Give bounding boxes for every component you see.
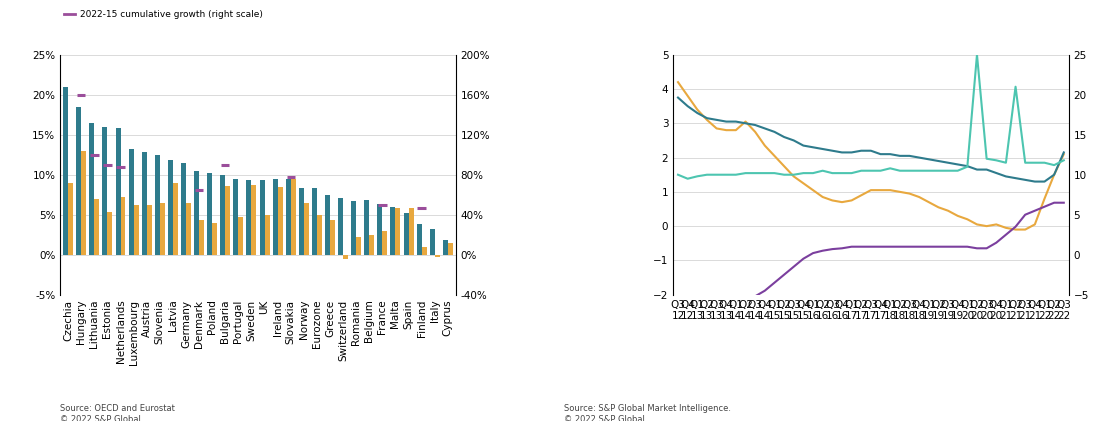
Bar (396, 208, 400, 255)
Bar (173, 183, 178, 255)
Bar (220, 175, 226, 255)
Bar (81, 151, 87, 255)
Bar (107, 212, 113, 255)
Bar (251, 185, 256, 255)
Bar (299, 187, 304, 255)
Bar (141, 152, 147, 255)
Bar (277, 187, 283, 255)
Bar (186, 203, 191, 255)
Bar (304, 203, 309, 255)
Bar (147, 205, 151, 255)
Bar (226, 186, 230, 255)
Bar (247, 179, 251, 255)
Bar (199, 219, 204, 255)
Bar (213, 223, 217, 255)
Bar (115, 128, 121, 255)
Bar (390, 207, 396, 255)
Bar (77, 107, 81, 255)
Bar (343, 255, 349, 258)
Bar (330, 220, 335, 255)
Bar (409, 208, 413, 255)
Bar (356, 237, 362, 255)
Bar (383, 231, 387, 255)
Bar (443, 240, 448, 255)
Bar (351, 201, 356, 255)
Text: Source: S&P Global Market Intelligence.
© 2022 S&P Global.: Source: S&P Global Market Intelligence. … (564, 404, 731, 421)
Bar (102, 127, 107, 255)
Bar (64, 87, 68, 255)
Bar (233, 179, 238, 255)
Bar (68, 183, 73, 255)
Bar (377, 203, 383, 255)
Bar (403, 213, 409, 255)
Bar (128, 149, 134, 255)
Bar (435, 255, 439, 257)
Bar (260, 179, 264, 255)
Bar (264, 215, 270, 255)
Bar (339, 198, 343, 255)
Bar (416, 224, 422, 255)
Text: Source: OECD and Eurostat
© 2022 S&P Global.: Source: OECD and Eurostat © 2022 S&P Glo… (60, 404, 175, 421)
Bar (286, 179, 290, 255)
Bar (369, 235, 374, 255)
Bar (364, 200, 369, 255)
Bar (160, 203, 164, 255)
Bar (422, 247, 426, 255)
Bar (90, 123, 94, 255)
Bar (194, 171, 199, 255)
Bar (326, 195, 330, 255)
Bar (168, 160, 173, 255)
Bar (94, 199, 100, 255)
Bar (155, 155, 160, 255)
Bar (430, 229, 435, 255)
Bar (207, 173, 213, 255)
Bar (238, 217, 243, 255)
Bar (312, 188, 317, 255)
Legend: 2022-15 cumulative growth (right scale): 2022-15 cumulative growth (right scale) (61, 6, 266, 23)
Bar (121, 197, 125, 255)
Bar (134, 205, 138, 255)
Bar (181, 163, 186, 255)
Bar (317, 215, 322, 255)
Bar (273, 179, 277, 255)
Bar (448, 242, 453, 255)
Bar (290, 179, 296, 255)
